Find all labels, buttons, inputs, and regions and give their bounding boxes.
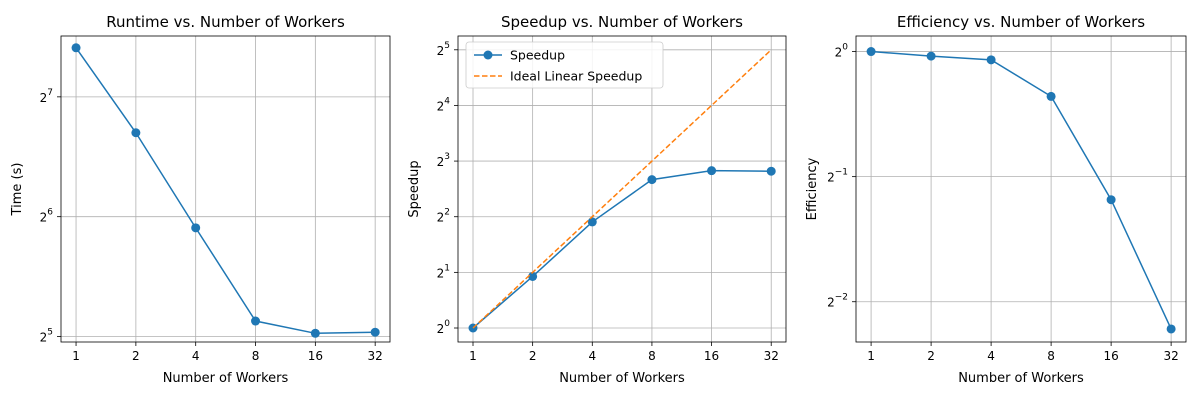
data-point [766,166,776,176]
y-tick-label: 25 [437,41,450,58]
x-tick-label: 16 [704,349,719,363]
chart-title: Speedup vs. Number of Workers [501,13,743,31]
data-point [251,316,261,326]
x-ticks: 1 2 4 8 16 32 [469,342,779,363]
y-ticks: 2−2 2−1 20 [827,43,856,310]
chart-3: 1 2 4 8 16 32 2−2 2−1 20 Efficiency vs. Number of… [805,13,1187,386]
x-tick-label: 2 [529,349,537,363]
series-1 [866,47,1176,334]
x-tick-label: 8 [252,349,260,363]
x-ticks: 1 2 4 8 16 32 [867,342,1179,363]
data-point [866,47,876,57]
data-point [131,128,141,138]
x-tick-label: 4 [588,349,596,363]
x-tick-label: 4 [987,349,995,363]
x-ticks: 1 2 4 8 16 32 [72,342,383,363]
x-tick-label: 32 [368,349,383,363]
legend: Speedup Ideal Linear Speedup [465,41,664,89]
y-tick-label: 2−2 [827,293,848,310]
data-point [370,327,380,337]
x-tick-label: 8 [1047,349,1055,363]
grid [61,36,390,342]
series-ideal-linear-speedup [472,49,772,329]
x-tick-label: 16 [1103,349,1118,363]
grid [856,36,1186,342]
data-point [310,328,320,338]
y-axis-label: Time (s) [10,163,25,217]
x-axis-label: Number of Workers [559,371,685,386]
legend-box [465,41,664,89]
y-tick-label: 24 [437,96,451,113]
y-tick-label: 23 [437,152,450,169]
series-line [472,169,772,329]
y-tick-label: 21 [437,263,450,280]
x-tick-label: 8 [648,349,656,363]
y-ticks: 25 26 27 [40,88,61,345]
data-point [1166,324,1176,334]
series-line [75,47,376,335]
x-tick-label: 4 [192,349,200,363]
chart-title: Efficiency vs. Number of Workers [897,13,1145,31]
chart-title: Runtime vs. Number of Workers [106,13,345,31]
legend-swatch-marker [483,50,493,60]
y-tick-label: 22 [437,208,450,225]
x-axis-label: Number of Workers [163,371,289,386]
legend-label: Speedup [510,48,565,63]
x-axis-label: Number of Workers [958,371,1084,386]
series-line [871,50,1172,330]
data-point [986,55,996,65]
data-point [647,175,657,185]
axes-frame [855,35,1187,343]
x-tick-label: 1 [867,349,875,363]
y-axis-label: Efficiency [805,157,820,220]
y-tick-label: 20 [437,319,451,336]
y-axis-label: Speedup [407,160,422,217]
y-tick-label: 26 [40,208,54,225]
x-tick-label: 16 [308,349,323,363]
data-point [1106,195,1116,205]
x-tick-label: 1 [72,349,80,363]
y-tick-label: 25 [40,328,53,345]
data-point [191,223,201,233]
x-tick-label: 2 [927,349,935,363]
data-point [926,51,936,61]
y-tick-label: 20 [835,43,849,60]
series-speedup [468,166,776,333]
x-tick-label: 2 [132,349,140,363]
x-tick-label: 32 [764,349,779,363]
y-tick-label: 27 [40,88,53,105]
data-point [528,271,538,281]
data-point [587,217,597,227]
axes-frame [60,35,391,343]
series-1 [71,43,380,338]
chart-1: 1 2 4 8 16 32 25 26 27 Runtime vs. Number of Work… [10,13,391,386]
x-tick-label: 1 [469,349,477,363]
y-ticks: 20 21 22 23 24 25 [437,41,458,336]
data-point [1046,91,1056,101]
y-tick-label: 2−1 [827,168,848,185]
data-point [707,166,717,176]
data-point [71,43,81,53]
legend-label: Ideal Linear Speedup [510,69,642,84]
series-line [472,49,772,329]
axes-frame [457,35,787,343]
x-tick-label: 32 [1163,349,1178,363]
